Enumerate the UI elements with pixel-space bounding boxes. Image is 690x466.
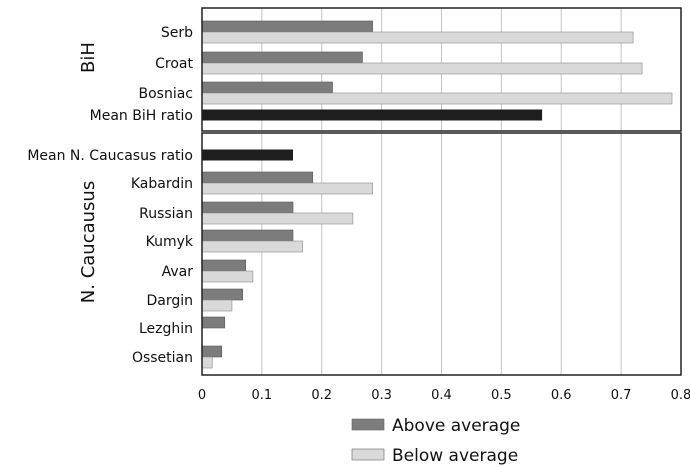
- group-frames: [201, 7, 682, 376]
- bars: [201, 20, 673, 369]
- category-label-kabardin: Kabardin: [131, 176, 193, 192]
- bar-above-kumyk: [201, 229, 294, 242]
- group-frame-0: [201, 7, 682, 132]
- legend-swatch-0: [351, 418, 385, 431]
- x-axis-tick-labels: 0 0.1 0.2 0.3 0.4 0.5 0.6 0.7 0.8: [198, 388, 690, 403]
- bar-below-kumyk: [201, 240, 303, 253]
- x-tick-label-6: 0.6: [551, 388, 572, 403]
- group-labels: BiH N. Caucausus: [78, 42, 99, 303]
- category-labels: Serb Croat Bosniac Mean BiH ratio Mean N. Ca…: [27, 25, 194, 366]
- category-label-avar: Avar: [162, 264, 194, 280]
- x-tick-label-7: 0.7: [611, 388, 632, 403]
- x-tick-label-0: 0: [198, 388, 206, 403]
- bar-above-avar: [201, 259, 247, 272]
- bar-above-bosniac: [201, 81, 333, 94]
- bar-above-ossetian: [201, 345, 223, 358]
- bar-above-russian: [201, 201, 294, 214]
- category-label-russian: Russian: [139, 206, 193, 222]
- x-tick-label-4: 0.4: [431, 388, 452, 403]
- category-label-ossetian: Ossetian: [132, 350, 193, 366]
- legend-swatch-1: [351, 448, 385, 461]
- category-label-bosniac: Bosniac: [138, 86, 193, 102]
- bar-below-serb: [201, 31, 634, 44]
- bar-below-kabardin: [201, 182, 373, 195]
- category-label-mean-n-caucasus-ratio: Mean N. Caucasus ratio: [27, 148, 193, 164]
- category-label-lezghin: Lezghin: [139, 321, 193, 337]
- category-label-kumyk: Kumyk: [146, 234, 194, 250]
- x-tick-label-3: 0.3: [371, 388, 392, 403]
- x-tick-label-5: 0.5: [491, 388, 512, 403]
- bar-below-dargin: [201, 299, 233, 312]
- category-label-dargin: Dargin: [146, 293, 193, 309]
- bar-below-ossetian: [201, 356, 213, 369]
- legend-label-1: Below average: [392, 446, 518, 466]
- bar-mean-bih-ratio: [202, 109, 543, 121]
- group-label-0: BiH: [78, 42, 99, 73]
- group-label-1: N. Caucausus: [78, 181, 99, 303]
- legend: Above average Below average: [351, 416, 520, 466]
- x-tick-label-8: 0.8: [671, 388, 690, 403]
- bar-above-serb: [201, 20, 373, 33]
- category-label-serb: Serb: [161, 25, 193, 41]
- bar-above-lezghin: [201, 316, 226, 329]
- x-tick-label-2: 0.2: [311, 388, 332, 403]
- legend-label-0: Above average: [392, 416, 520, 436]
- category-label-mean-bih-ratio: Mean BiH ratio: [90, 108, 193, 124]
- bar-below-russian: [201, 212, 354, 225]
- bar-below-bosniac: [201, 92, 673, 105]
- group-frame-1: [201, 132, 682, 376]
- bar-below-croat: [201, 62, 643, 75]
- bar-mean-n-caucasus-ratio: [202, 149, 294, 161]
- bar-below-avar: [201, 270, 254, 283]
- bar-above-croat: [201, 51, 363, 64]
- category-label-croat: Croat: [155, 56, 193, 72]
- bar-above-dargin: [201, 288, 244, 301]
- bar-above-kabardin: [201, 171, 314, 184]
- x-tick-label-1: 0.1: [252, 388, 273, 403]
